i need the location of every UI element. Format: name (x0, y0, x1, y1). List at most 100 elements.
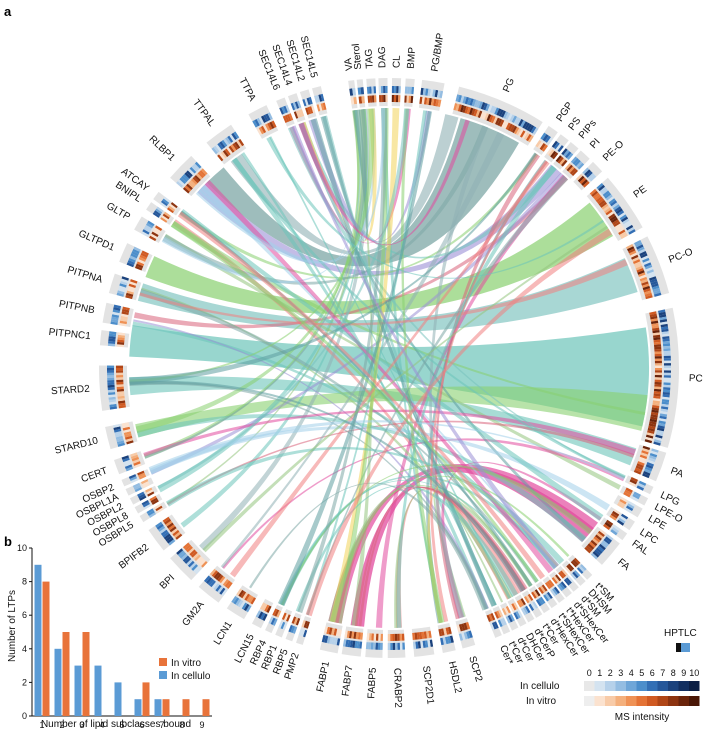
stripe-in-cellulo (163, 196, 171, 203)
scale-cell-vitro-7 (657, 696, 668, 706)
stripe-in-vitro (654, 365, 662, 368)
stripe-in-vitro (610, 217, 618, 224)
stripe-in-cellulo (557, 584, 564, 592)
stripe-in-vitro (555, 574, 562, 582)
stripe-in-cellulo (662, 338, 670, 342)
stripe-in-vitro (652, 402, 660, 406)
stripe-in-vitro (222, 149, 229, 157)
ribbon-minor-47 (322, 115, 497, 607)
stripe-in-vitro (582, 181, 590, 188)
stripe-in-cellulo (114, 431, 122, 436)
stripe-in-cellulo (392, 642, 396, 650)
stripe-in-vitro (353, 96, 358, 105)
stripe-in-vitro (457, 104, 462, 112)
segment-label-ttpal: TTPAL (190, 98, 217, 129)
stripe-in-cellulo (133, 484, 142, 490)
stripe-in-cellulo (584, 169, 591, 177)
stripe-in-cellulo (662, 391, 670, 396)
stripe-in-cellulo (611, 527, 620, 534)
stripe-in-vitro (118, 405, 126, 409)
stripe-in-vitro (634, 467, 643, 473)
stripe-in-vitro (295, 110, 301, 118)
stripe-in-cellulo (636, 485, 645, 491)
stripe-in-cellulo (651, 283, 659, 288)
stripe-in-cellulo (659, 316, 667, 321)
x-tick-9: 9 (199, 720, 204, 730)
scale-ticks: 0 1 2 3 4 5 6 7 8 9 10 (587, 668, 700, 678)
stripe-in-vitro (355, 632, 359, 640)
stripe-in-cellulo (601, 188, 609, 195)
scale-cell-cellulo-9 (678, 681, 689, 691)
stripe-in-vitro (404, 95, 407, 103)
stripe-in-cellulo (497, 619, 503, 628)
stripe-in-vitro (524, 596, 530, 604)
stripe-in-cellulo (107, 382, 115, 386)
ribbon-minor-41 (143, 409, 636, 457)
stripe-in-vitro (627, 246, 635, 252)
stripe-in-cellulo (661, 333, 670, 337)
stripe-in-vitro (258, 126, 265, 135)
scale-cell-cellulo-1 (594, 681, 605, 691)
stripe-in-cellulo (148, 512, 157, 518)
stripe-in-cellulo (653, 290, 661, 295)
stripe-in-vitro (162, 213, 170, 220)
stripe-in-cellulo (467, 97, 472, 106)
stripe-in-cellulo (643, 468, 652, 474)
segment-label-pe-o: PE-O (601, 139, 626, 164)
stripe-in-vitro (555, 155, 562, 163)
stripe-in-cellulo (635, 242, 643, 248)
stripe-in-vitro (264, 604, 270, 612)
stripe-in-vitro (539, 143, 546, 151)
stripe-in-cellulo (156, 523, 164, 530)
stripe-in-cellulo (660, 411, 668, 415)
stripe-in-vitro (654, 384, 662, 388)
stripe-in-vitro (538, 587, 544, 595)
y-tick-0: 0 (22, 711, 27, 721)
segment-pc-o-14 (622, 236, 670, 301)
stripe-in-cellulo (555, 143, 562, 151)
stripe-in-vitro (350, 97, 355, 105)
stripe-in-vitro (435, 99, 439, 107)
stripe-in-cellulo (265, 113, 271, 121)
stripe-in-cellulo (233, 131, 240, 139)
stripe-in-vitro (595, 196, 603, 203)
segment-t-cer-30 (521, 590, 543, 618)
stripe-in-vitro (378, 633, 381, 641)
stripe-in-cellulo (650, 450, 658, 456)
stripe-in-cellulo (182, 555, 190, 563)
scale-cell-cellulo-7 (657, 681, 668, 691)
stripe-in-vitro (645, 436, 653, 441)
stripe-in-cellulo (142, 502, 150, 508)
stripe-in-cellulo (595, 547, 603, 554)
stripe-in-cellulo (163, 533, 171, 540)
stripe-in-cellulo (661, 399, 670, 403)
stripe-in-cellulo (288, 624, 293, 633)
stripe-in-vitro (636, 267, 644, 273)
stripe-in-vitro (458, 624, 464, 632)
stripe-in-vitro (132, 458, 140, 464)
stripe-in-vitro (653, 388, 662, 392)
stripe-in-vitro (124, 435, 133, 440)
stripe-in-vitro (151, 499, 159, 505)
stripe-in-cellulo (573, 570, 581, 577)
stripe-in-vitro (630, 477, 639, 483)
stripe-in-vitro (360, 632, 364, 640)
stripe-in-vitro (397, 633, 400, 641)
stripe-in-cellulo (146, 222, 154, 229)
segment-bnipl-65 (146, 202, 175, 225)
stripe-in-cellulo (116, 438, 124, 443)
stripe-in-cellulo (308, 97, 313, 105)
stripe-in-vitro (654, 368, 662, 371)
segment-gltp-64 (134, 216, 166, 243)
ms-legend: HPTLC 0 1 2 3 4 5 6 7 8 9 10 In cellulo In vitro M… (520, 628, 700, 723)
stripe-in-vitro (346, 630, 350, 639)
stripe-in-vitro (620, 233, 628, 240)
stripe-in-cellulo (537, 598, 544, 606)
ribbon-minor-50 (269, 136, 511, 599)
stripe-in-cellulo (662, 396, 670, 400)
stripe-in-cellulo (359, 641, 363, 649)
stripe-in-vitro (590, 539, 598, 547)
stripe-in-vitro (629, 479, 637, 485)
stripe-in-vitro (140, 479, 149, 485)
stripe-in-cellulo (281, 106, 286, 114)
